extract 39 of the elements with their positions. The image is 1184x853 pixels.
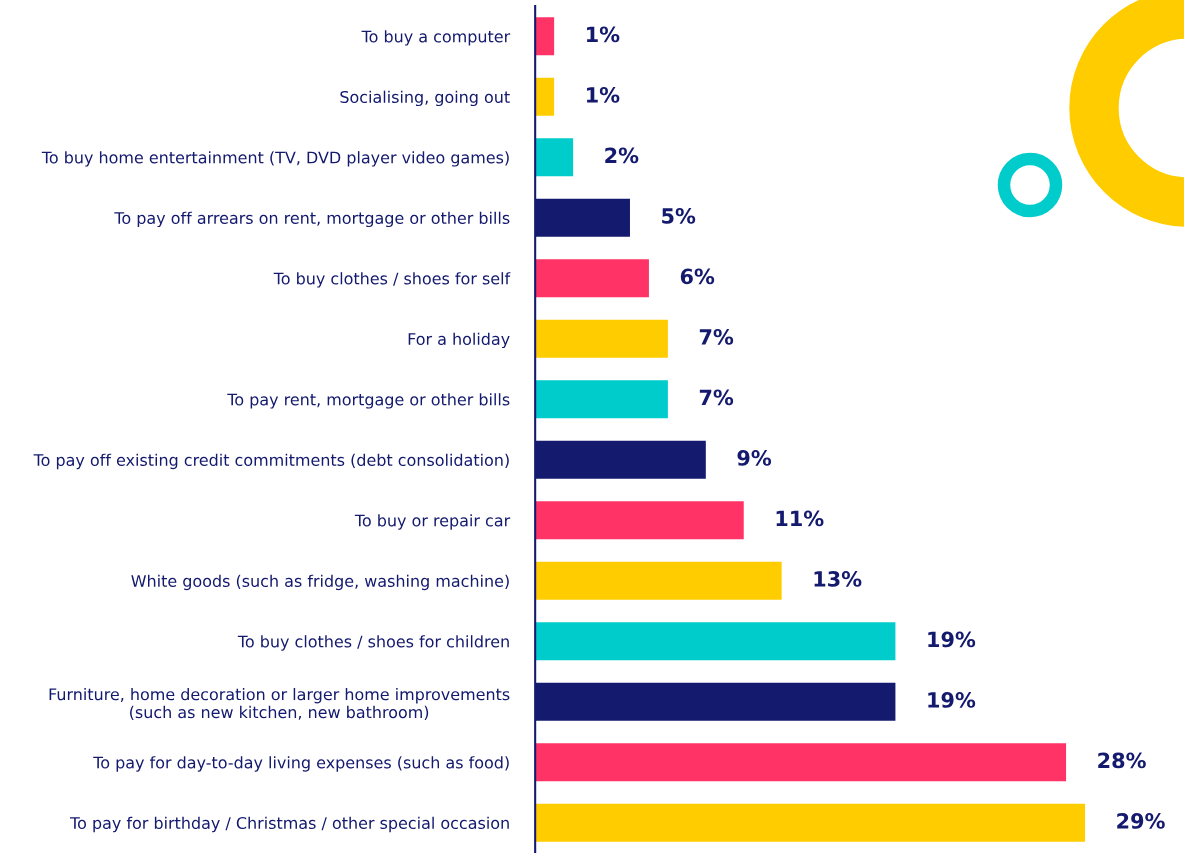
data-label: 6% xyxy=(680,268,715,285)
y-tick-label: To buy a computer xyxy=(361,30,511,46)
bar xyxy=(535,561,782,600)
data-label: 11% xyxy=(776,510,824,527)
data-label: 9% xyxy=(737,450,772,466)
y-tick-label: For a holiday xyxy=(408,332,510,349)
data-label: 19% xyxy=(928,692,976,708)
y-tick-label: To pay for day-to-day living expenses (such as food) xyxy=(93,756,509,772)
bar xyxy=(535,77,555,116)
bar xyxy=(535,17,555,56)
y-tick-label: To pay off existing credit commitments (debt consolidation) xyxy=(33,453,509,470)
data-label: 13% xyxy=(814,571,862,587)
y-tick-label: White goods (such as fridge, washing machine) xyxy=(131,574,509,591)
bar xyxy=(535,803,1086,842)
bar xyxy=(535,622,896,661)
data-label: 7% xyxy=(699,329,734,345)
data-label: 1% xyxy=(587,87,620,103)
bar xyxy=(535,743,1067,782)
data-label: 5% xyxy=(662,208,696,224)
bar xyxy=(535,319,668,358)
y-tick-label: Furniture, home decoration or larger home improvements (such as new kitchen, new bathroom) xyxy=(49,687,510,721)
y-tick-label: Socialising, going out xyxy=(340,90,510,107)
y-tick-label: To pay off arrears on rent, mortgage or other bills xyxy=(114,211,510,228)
bar xyxy=(535,259,649,298)
data-label: 29% xyxy=(1117,813,1165,829)
y-tick-label: To buy or repair car xyxy=(354,514,511,530)
data-label: 19% xyxy=(928,631,976,648)
data-label: 1% xyxy=(587,26,620,43)
data-label: 2% xyxy=(605,147,639,164)
y-tick-label: To pay rent, mortgage or other bills xyxy=(227,393,510,409)
y-tick-label: To buy clothes / shoes for children xyxy=(237,635,509,651)
data-label: 7% xyxy=(699,389,734,406)
data-label: 28% xyxy=(1098,752,1146,769)
bar xyxy=(535,501,744,540)
bar xyxy=(535,380,668,419)
bar xyxy=(535,138,574,177)
y-tick-label: To pay for birthday / Christmas / other special occasion xyxy=(70,816,509,833)
y-tick-label: To buy clothes / shoes for self xyxy=(273,272,511,288)
y-tick-label: To buy home entertainment (TV, DVD player video games) xyxy=(41,151,509,167)
